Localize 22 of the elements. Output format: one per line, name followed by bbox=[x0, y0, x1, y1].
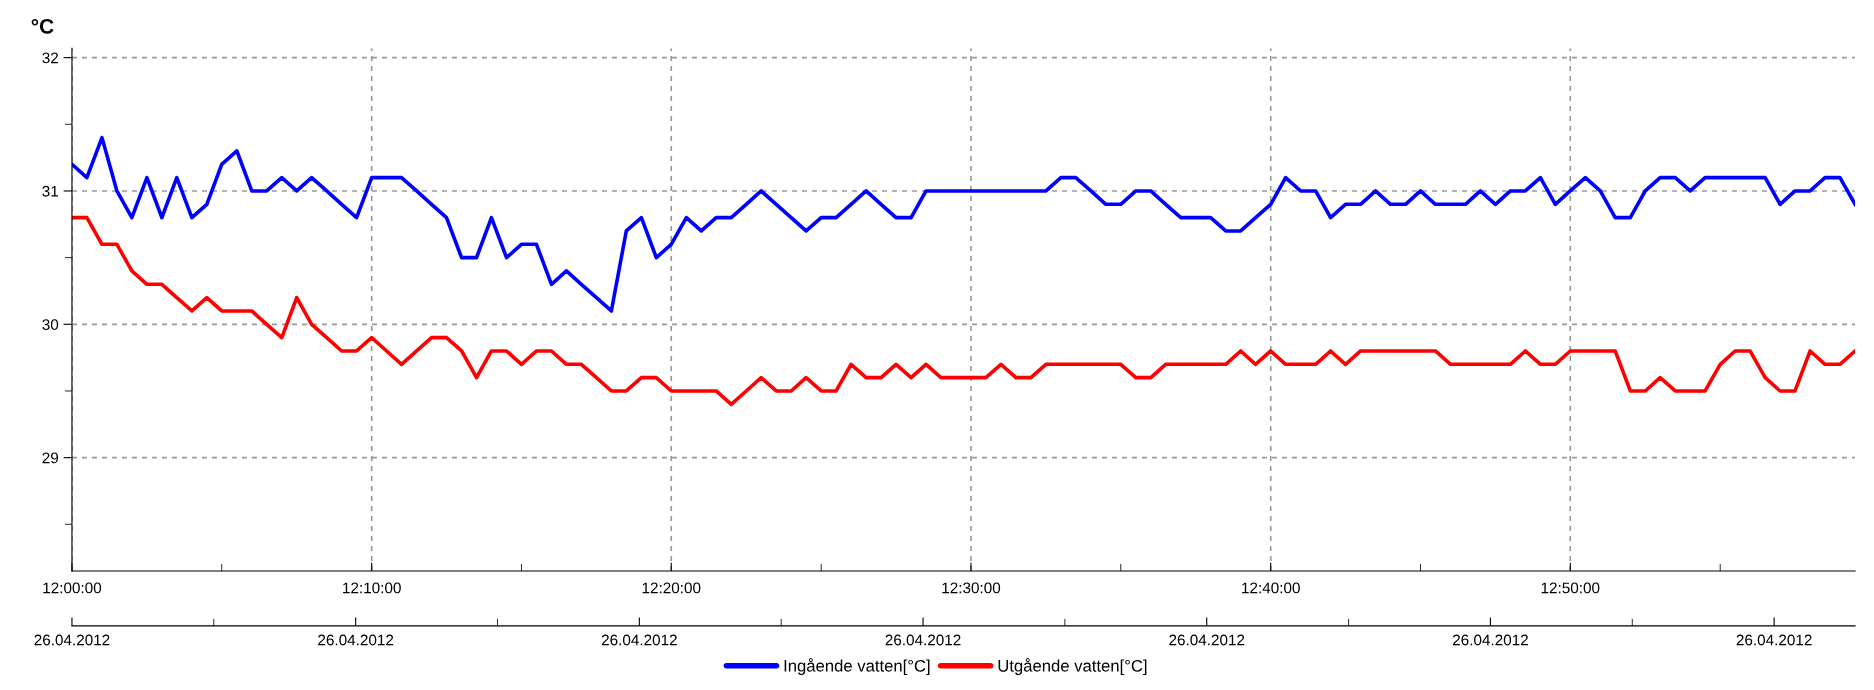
text: 26.04.2012 bbox=[1169, 634, 1245, 646]
text: 26.04.2012 bbox=[601, 634, 677, 646]
y-tick-label: 29 bbox=[42, 452, 59, 464]
line-series bbox=[71, 135, 1856, 313]
x-tick-label: 12:30:00 bbox=[942, 582, 1001, 594]
y-tick-label: 31 bbox=[42, 185, 59, 197]
x-tick-label: 12:10:00 bbox=[343, 582, 401, 594]
line-series bbox=[71, 215, 1856, 407]
legend-label: Utgående vatten[°C] bbox=[998, 658, 1147, 675]
text: 26.04.2012 bbox=[1452, 634, 1528, 646]
text: 26.04.2012 bbox=[318, 634, 394, 646]
y-tick-label: 30 bbox=[42, 319, 59, 330]
text: 26.04.2012 bbox=[885, 634, 961, 646]
legend-label: Ingående vatten[°C] bbox=[784, 658, 930, 675]
y-tick-label: 32 bbox=[42, 52, 58, 64]
x-tick-label: 12:20:00 bbox=[642, 582, 701, 594]
x-tick-label: 12:50:00 bbox=[1541, 582, 1600, 594]
x-tick-label: 12:40:00 bbox=[1242, 582, 1300, 594]
x-tick-label: 12:00:00 bbox=[43, 582, 102, 594]
y-axis-title: °C bbox=[31, 18, 54, 34]
text: 26.04.2012 bbox=[1736, 634, 1812, 646]
text: 26.04.2012 bbox=[34, 634, 110, 646]
